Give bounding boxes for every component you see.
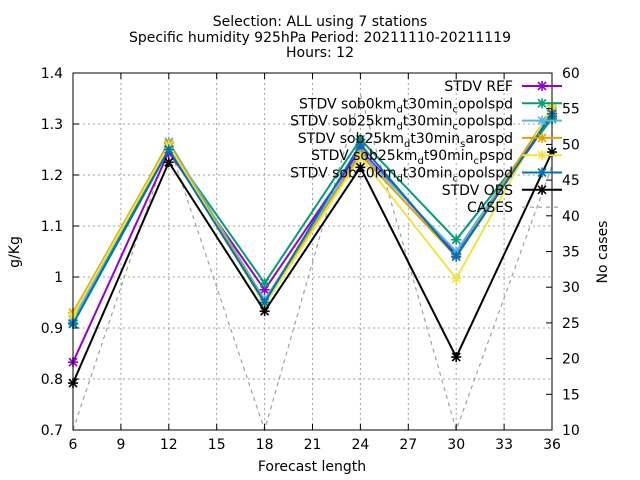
- legend-entry: STDV sob25kmdt30mincopolspd: [290, 114, 562, 133]
- y2-axis-label: No cases: [595, 221, 611, 284]
- x-tick-label: 15: [208, 437, 226, 453]
- x-tick-label: 12: [160, 437, 178, 453]
- x-tick-label: 27: [399, 437, 417, 453]
- data-point: [451, 251, 462, 262]
- x-axis-label: Forecast length: [258, 459, 366, 475]
- data-point: [355, 139, 366, 150]
- y2-tick-label: 25: [562, 316, 580, 332]
- y2-tick-label: 55: [562, 102, 580, 118]
- series-line-stdv-sob50km-dt30min-copolspd: [72, 113, 553, 325]
- data-point: [163, 144, 174, 155]
- legend-label: CASES: [467, 200, 513, 216]
- data-point: [451, 273, 462, 284]
- y2-tick-label: 60: [562, 66, 580, 82]
- data-point: [259, 278, 270, 289]
- y-tick-label: 1.4: [41, 66, 63, 82]
- data-point: [163, 157, 174, 168]
- legend-label: STDV sob25kmdt30minsarospd: [298, 131, 513, 150]
- legend-label: STDV REF: [444, 79, 513, 95]
- data-point: [451, 352, 462, 363]
- data-point: [259, 284, 270, 295]
- legend-label: STDV sob25kmdt30mincopolspd: [290, 114, 513, 133]
- y2-tick-label: 10: [562, 423, 580, 439]
- x-tick-label: 30: [447, 437, 465, 453]
- data-point: [355, 162, 366, 173]
- legend-label: STDV sob50kmdt30mincopolspd: [290, 166, 513, 185]
- legend-label: STDV OBS: [442, 183, 513, 199]
- y2-tick-label: 50: [562, 137, 580, 153]
- y2-tick-label: 35: [562, 245, 580, 261]
- y-tick-label: 0.9: [41, 321, 63, 337]
- y-tick-label: 1.3: [41, 117, 63, 133]
- legend-entry: STDV sob25kmdt30minsarospd: [298, 131, 562, 150]
- data-point: [355, 152, 366, 163]
- legend-label: STDV sob0kmdt30mincopolspd: [299, 96, 513, 115]
- x-tick-label: 6: [69, 437, 78, 453]
- tick-layer: 6 9 12 15 18 21 24 27 30 33 36 0.7 0.8 0.9 1 1.1 1.2 1.3 1…: [41, 66, 580, 453]
- x-tick-label: 24: [351, 437, 369, 453]
- title-line-1: Selection: ALL using 7 stations: [213, 14, 427, 30]
- series-line-cases: [72, 92, 553, 433]
- x-tick-label: 21: [304, 437, 322, 453]
- y-tick-label: 1: [54, 270, 63, 286]
- chart-title: Selection: ALL using 7 stations Specific…: [129, 14, 511, 61]
- y-tick-label: 0.7: [41, 423, 63, 439]
- y2-tick-label: 40: [562, 209, 580, 225]
- legend-entry: STDV OBS: [442, 183, 562, 199]
- legend-entry: STDV REF: [444, 79, 562, 95]
- y-tick-label: 1.2: [41, 168, 63, 184]
- y-tick-label: 0.8: [41, 372, 63, 388]
- y2-tick-label: 20: [562, 352, 580, 368]
- x-tick-label: 33: [495, 437, 513, 453]
- y2-tick-label: 30: [562, 280, 580, 296]
- y2-tick-label: 15: [562, 387, 580, 403]
- series-line-stdv-sob25km-dt90min-cpspd: [72, 105, 553, 316]
- series-line-stdv-sob0km-dt30min-copolspd: [72, 118, 553, 324]
- y-tick-label: 1.1: [41, 219, 63, 235]
- data-point: [259, 306, 270, 317]
- title-line-3: Hours: 12: [286, 45, 354, 61]
- cases-series-layer: [72, 92, 553, 433]
- legend-entry: STDV sob50kmdt30mincopolspd: [290, 166, 562, 185]
- data-point: [451, 234, 462, 245]
- series-line-stdv-obs: [72, 151, 553, 384]
- title-line-2: Specific humidity 925hPa Period: 2021111…: [129, 30, 511, 46]
- x-tick-label: 9: [116, 437, 125, 453]
- y-axis-label: g/Kg: [7, 236, 23, 268]
- legend-entry: STDV sob0kmdt30mincopolspd: [299, 96, 562, 115]
- x-tick-label: 36: [543, 437, 561, 453]
- y2-tick-label: 45: [562, 173, 580, 189]
- legend-label: STDV sob25kmdt90mincpspd: [311, 148, 513, 167]
- x-tick-label: 18: [256, 437, 274, 453]
- legend-entry: CASES: [467, 200, 562, 216]
- legend-entry: STDV sob25kmdt90mincpspd: [311, 148, 562, 167]
- data-point: [259, 297, 270, 308]
